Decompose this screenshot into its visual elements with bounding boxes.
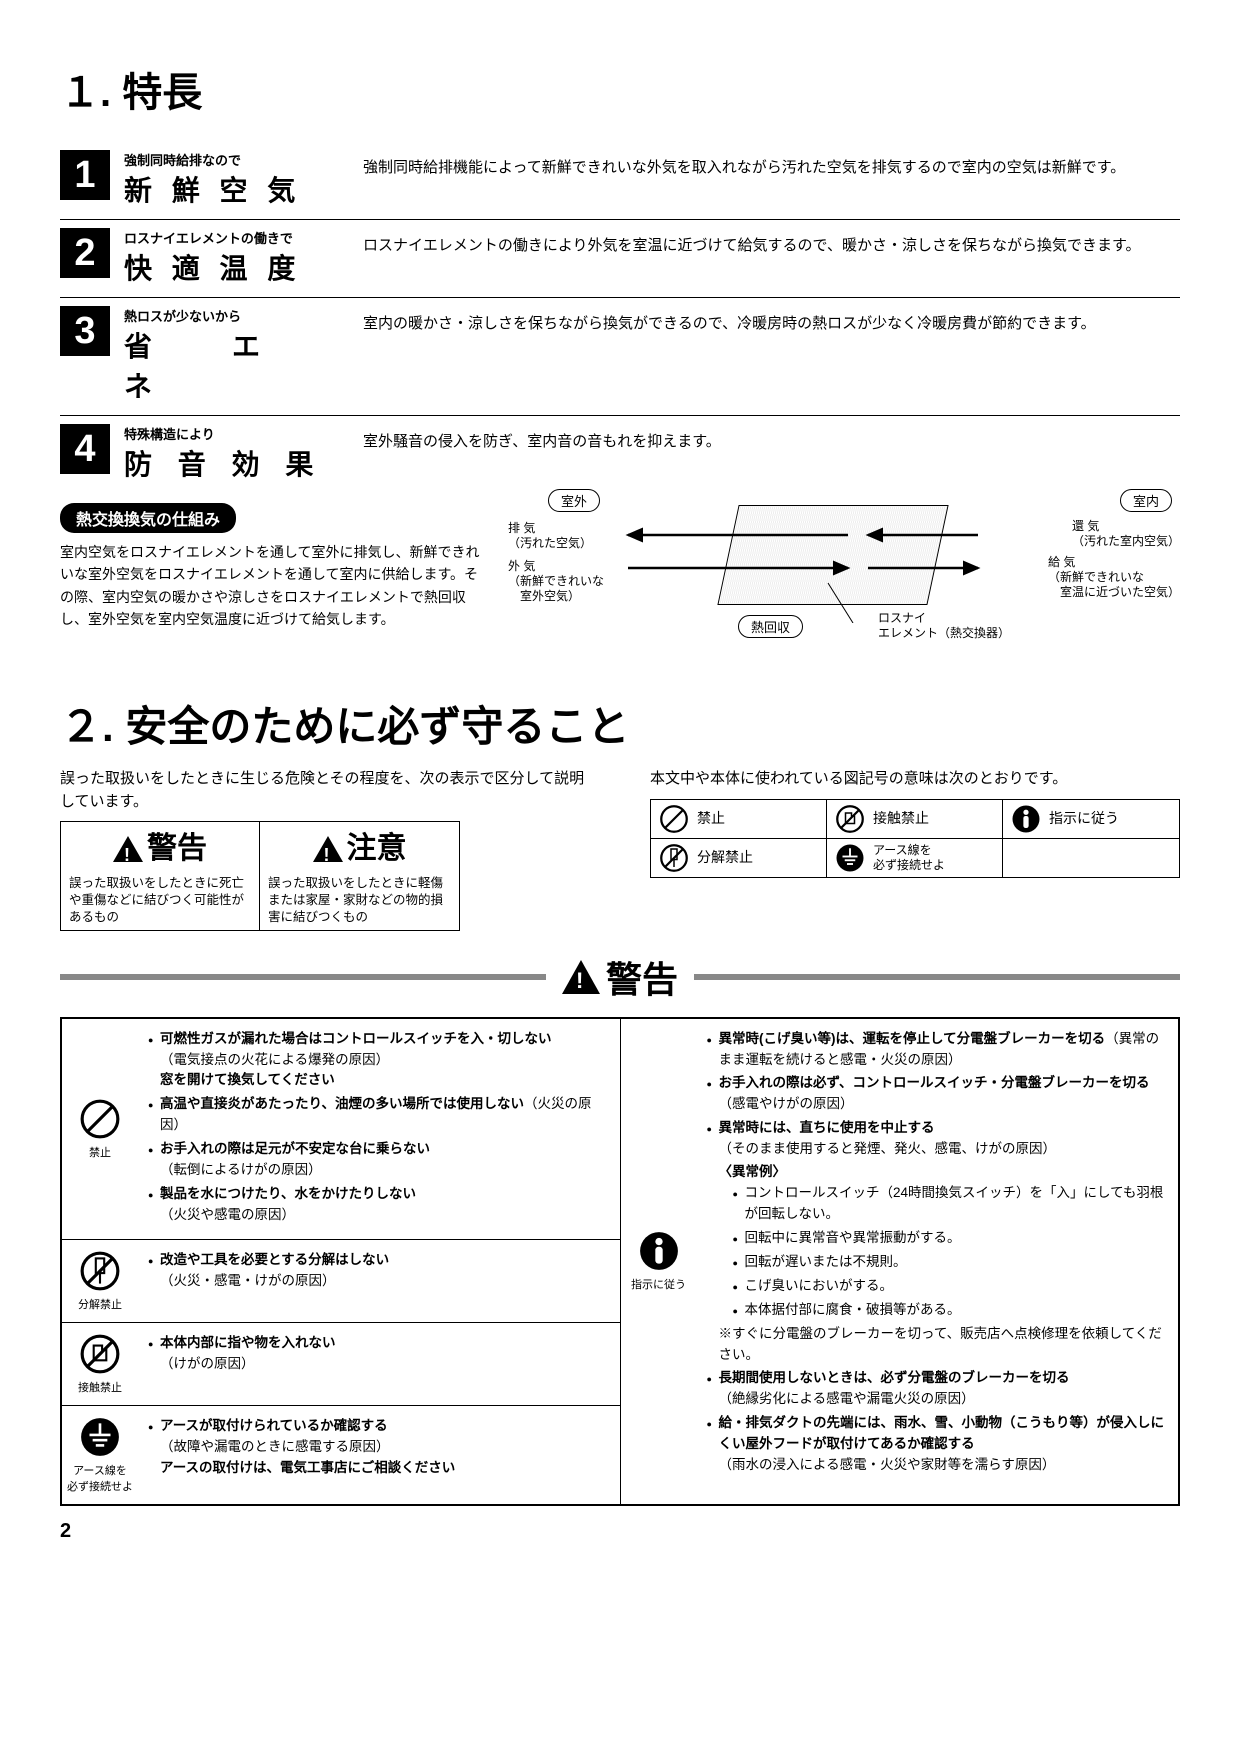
big-warning-header: 警告 (60, 951, 1180, 1003)
symbol-nodisas: 分解禁止 (651, 839, 827, 877)
feature-sub: 特殊構造により (124, 424, 349, 443)
arrows-icon (608, 513, 988, 623)
feature-1: 1 強制同時給排なので 新 鮮 空 気 強制同時給排機能によって新鮮できれいな外… (60, 142, 1180, 220)
feature-list: 1 強制同時給排なので 新 鮮 空 気 強制同時給排機能によって新鮮できれいな外… (60, 142, 1180, 493)
warn-desc: 誤った取扱いをしたときに死亡や重傷などに結びつく可能性があるもの (61, 871, 259, 926)
ground-icon (79, 1416, 121, 1458)
label-oa: 外 気（新鮮できれいな 室外空気） (508, 559, 604, 604)
mechanism-pill: 熱交換換気の仕組み (60, 503, 236, 533)
table-row: アース線を 必ず接続せよ アースが取付けられているか確認する（故障や漏電のときに… (62, 1406, 620, 1504)
warning-table: 禁止 可燃性ガスが漏れた場合はコントロールスイッチを入・切しない（電気接点の火花… (60, 1017, 1180, 1506)
notouch-icon (835, 804, 865, 834)
feature-main: 省 エ ネ (124, 325, 349, 405)
prohibit-icon (659, 804, 689, 834)
nodisassemble-icon (659, 843, 689, 873)
warning-right-col: 指示に従う 異常時(こげ臭い等)は、運転を停止して分電盤ブレーカーを切る（異常の… (620, 1019, 1179, 1504)
warning-triangle-icon (562, 960, 600, 994)
feature-2: 2 ロスナイエレメントの働きで 快 適 温 度 ロスナイエレメントの働きにより外… (60, 220, 1180, 298)
label-sa: 給 気（新鮮できれいな 室温に近づいた空気） (1048, 555, 1180, 600)
table-row: 禁止 可燃性ガスが漏れた場合はコントロールスイッチを入・切しない（電気接点の火花… (62, 1019, 620, 1240)
feature-main: 新 鮮 空 気 (124, 169, 349, 209)
warning-left-col: 禁止 可燃性ガスが漏れた場合はコントロールスイッチを入・切しない（電気接点の火花… (62, 1019, 620, 1504)
icon-label: 指示に従う (631, 1276, 686, 1292)
feature-desc: 室外騒音の侵入を防ぎ、室内音の音もれを抑えます。 (363, 424, 721, 454)
symbol-grid: 禁止 接触禁止 指示に従う 分解禁止 アース線を 必ず接続せよ (650, 799, 1180, 878)
feature-sub: 強制同時給排なので (124, 150, 349, 169)
icon-label: アース線を 必ず接続せよ (67, 1462, 133, 1494)
feature-main: 快 適 温 度 (124, 247, 349, 287)
feature-num: 2 (60, 228, 110, 278)
warn-box-caution: 注意 誤った取扱いをしたときに軽傷または家屋・家財などの物的損害に結びつくもの (260, 821, 460, 931)
warn-boxes: 警告 誤った取扱いをしたときに死亡や重傷などに結びつく可能性があるもの 注意 誤… (60, 821, 590, 931)
prohibit-icon (79, 1098, 121, 1140)
notouch-icon (79, 1333, 121, 1375)
icon-label: 接触禁止 (78, 1379, 122, 1395)
label-outside: 室外 (548, 489, 600, 512)
ground-icon (835, 843, 865, 873)
table-row: 指示に従う 異常時(こげ臭い等)は、運転を停止して分電盤ブレーカーを切る（異常の… (621, 1019, 1179, 1504)
symbol-ground: アース線を 必ず接続せよ (827, 839, 1003, 877)
warn-desc: 誤った取扱いをしたときに軽傷または家屋・家財などの物的損害に結びつくもの (260, 871, 459, 926)
label-exhaust: 排 気（汚れた空気） (508, 521, 592, 551)
symbol-empty (1003, 839, 1179, 877)
warning-triangle-icon (113, 836, 143, 862)
feature-sub: ロスナイエレメントの働きで (124, 228, 349, 247)
feature-desc: 室内の暖かさ・涼しさを保ちながら換気ができるので、冷暖房時の熱ロスが少なく冷暖房… (363, 306, 1096, 336)
label-ra: 還 気（汚れた室内空気） (1072, 519, 1180, 549)
feature-3: 3 熱ロスが少ないから 省 エ ネ 室内の暖かさ・涼しさを保ちながら換気ができる… (60, 298, 1180, 416)
icon-label: 禁止 (89, 1144, 111, 1160)
intro-row: 誤った取扱いをしたときに生じる危険とその程度を、次の表示で区分して説明しています… (60, 768, 1180, 931)
intro-left: 誤った取扱いをしたときに生じる危険とその程度を、次の表示で区分して説明しています… (60, 768, 590, 813)
feature-num: 1 (60, 150, 110, 200)
feature-num: 3 (60, 306, 110, 356)
mechanism-diagram: 室外 室内 排 気（汚れた空気） 外 気（新鮮できれいな 室外空気） 還 気（汚… (508, 493, 1180, 663)
feature-sub: 熱ロスが少ないから (124, 306, 349, 325)
section2-title: ２. 安全のために必ず守ること (60, 693, 1180, 754)
feature-desc: 強制同時給排機能によって新鮮できれいな外気を取入れながら汚れた空気を排気するので… (363, 150, 1125, 180)
do-icon (638, 1230, 680, 1272)
symbol-notouch: 接触禁止 (827, 800, 1003, 839)
mechanism-row: 熱交換換気の仕組み 室内空気をロスナイエレメントを通して室外に排気し、新鮮できれ… (60, 493, 1180, 663)
symbol-do: 指示に従う (1003, 800, 1179, 839)
nodisassemble-icon (79, 1250, 121, 1292)
table-row: 接触禁止 本体内部に指や物を入れない（けがの原因） (62, 1323, 620, 1406)
feature-4: 4 特殊構造により 防 音 効 果 室外騒音の侵入を防ぎ、室内音の音もれを抑えま… (60, 416, 1180, 493)
icon-label: 分解禁止 (78, 1296, 122, 1312)
intro-right: 本文中や本体に使われている図記号の意味は次のとおりです。 (650, 768, 1180, 791)
feature-num: 4 (60, 424, 110, 474)
section1-title: １. 特長 (60, 60, 1180, 118)
feature-desc: ロスナイエレメントの働きにより外気を室温に近づけて給気するので、暖かさ・涼しさを… (363, 228, 1140, 258)
page-number: 2 (60, 1520, 1180, 1543)
caution-triangle-icon (313, 836, 343, 862)
table-row: 分解禁止 改造や工具を必要とする分解はしない（火災・感電・けがの原因） (62, 1240, 620, 1323)
mechanism-text: 室内空気をロスナイエレメントを通して室外に排気し、新鮮できれいな室外空気をロスナ… (60, 541, 490, 631)
label-inside: 室内 (1120, 489, 1172, 512)
feature-main: 防 音 効 果 (124, 443, 349, 483)
symbol-prohibit: 禁止 (651, 800, 827, 839)
do-icon (1011, 804, 1041, 834)
warn-box-warning: 警告 誤った取扱いをしたときに死亡や重傷などに結びつく可能性があるもの (60, 821, 260, 931)
